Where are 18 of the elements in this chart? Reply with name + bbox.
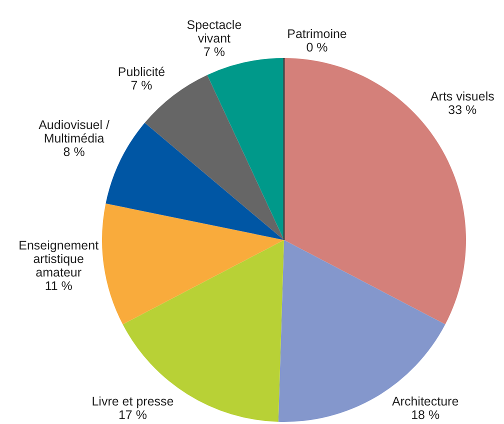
- slice-label: Enseignement artistique amateur: [18, 238, 100, 280]
- pie-slice: [102, 203, 284, 324]
- slice-label: Spectacle vivant: [186, 18, 242, 46]
- slice-label: Arts visuels: [430, 89, 494, 104]
- category-label: Patrimoine: [287, 26, 347, 41]
- slice-label: Audiovisuel / Multimédia: [38, 118, 110, 146]
- slice-label: Publicité: [118, 65, 166, 80]
- slice-label: Architecture: [392, 394, 459, 408]
- data-label: 33 %: [448, 102, 477, 117]
- data-label: 8 %: [63, 145, 85, 160]
- data-label: 7 %: [130, 78, 152, 93]
- data-label: 11 %: [44, 279, 72, 294]
- text: 0 %: [306, 40, 328, 54]
- data-label: 17 %: [118, 408, 147, 422]
- data-label: 7 %: [203, 44, 225, 59]
- data-label: 18 %: [411, 408, 440, 422]
- pie-slice: [207, 58, 284, 240]
- slice-label: Livre et presse: [92, 394, 174, 408]
